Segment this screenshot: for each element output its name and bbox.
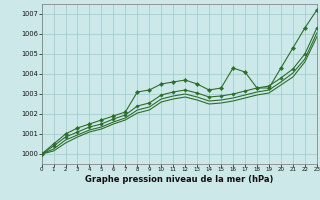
X-axis label: Graphe pression niveau de la mer (hPa): Graphe pression niveau de la mer (hPa): [85, 175, 273, 184]
